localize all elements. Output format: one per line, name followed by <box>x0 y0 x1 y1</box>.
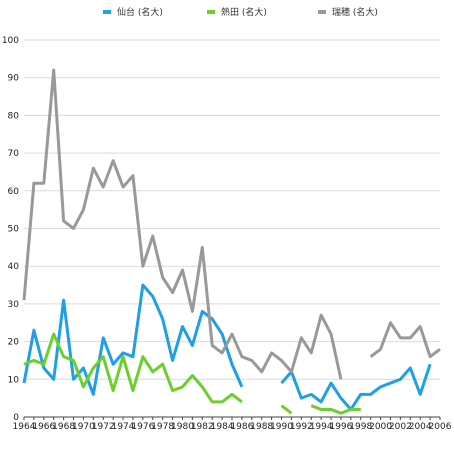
x-tick-label: 1988 <box>250 422 273 432</box>
y-tick-label: 10 <box>8 375 20 385</box>
y-tick-label: 40 <box>8 262 20 272</box>
x-tick-label: 1966 <box>32 422 55 432</box>
x-tick-label: 1980 <box>171 422 194 432</box>
y-tick-label: 50 <box>8 225 20 235</box>
x-tick-label: 1964 <box>13 422 36 432</box>
y-tick-label: 60 <box>8 187 20 197</box>
legend-label: 仙台 (名大) <box>117 6 163 18</box>
axes <box>23 416 441 420</box>
y-tick-label: 80 <box>8 111 20 121</box>
x-tick-label: 2006 <box>429 422 452 432</box>
x-tick-label: 1970 <box>72 422 95 432</box>
y-tick-label: 20 <box>8 338 20 348</box>
x-tick-label: 1984 <box>211 422 234 432</box>
series-line-3 <box>369 321 441 359</box>
legend: 仙台 (名大) 熱田 (名大) 瑞穂 (名大) <box>103 6 378 18</box>
x-tick-label: 1972 <box>92 422 115 432</box>
x-tick-label: 1982 <box>191 422 214 432</box>
series-lines <box>22 68 441 415</box>
legend-label: 瑞穂 (名大) <box>332 6 378 18</box>
y-tick-label: 100 <box>2 36 19 46</box>
x-tick-label: 1976 <box>131 422 154 432</box>
series-line-2 <box>280 404 293 415</box>
x-tick-label: 1978 <box>151 422 174 432</box>
series-line-2 <box>23 332 243 404</box>
legend-label: 熱田 (名大) <box>221 6 267 18</box>
legend-swatch <box>103 10 111 14</box>
x-tick-labels: 1964196619681970197219741976197819801982… <box>13 422 452 432</box>
x-tick-label: 1986 <box>230 422 253 432</box>
series-line-2 <box>310 404 361 415</box>
series-line-1 <box>280 363 432 411</box>
y-tick-label: 0 <box>13 413 19 423</box>
x-tick-label: 1996 <box>329 422 352 432</box>
x-tick-label: 1990 <box>270 422 293 432</box>
grid-lines <box>24 39 440 380</box>
x-tick-label: 2000 <box>369 422 392 432</box>
y-tick-label: 30 <box>8 300 20 310</box>
x-tick-label: 2002 <box>389 422 412 432</box>
x-tick-label: 2004 <box>409 422 432 432</box>
series-line-3 <box>22 68 343 380</box>
legend-swatch <box>318 10 326 14</box>
y-tick-labels: 0 10 20 30 40 50 60 70 80 90 100 <box>2 36 19 423</box>
y-tick-label: 90 <box>8 74 20 84</box>
x-tick-label: 1968 <box>52 422 75 432</box>
x-tick-label: 1998 <box>349 422 372 432</box>
series-line-1 <box>22 283 244 396</box>
x-tick-label: 1992 <box>290 422 313 432</box>
y-tick-label: 70 <box>8 149 20 159</box>
x-tick-label: 1974 <box>112 422 135 432</box>
legend-swatch <box>207 10 215 14</box>
x-tick-label: 1994 <box>310 422 333 432</box>
